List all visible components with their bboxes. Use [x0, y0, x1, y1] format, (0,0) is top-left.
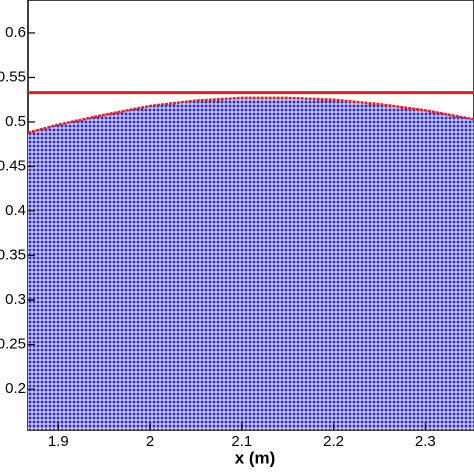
x-axis-title: x (m)	[235, 448, 276, 467]
x-tick-label: 2.2	[323, 433, 344, 450]
y-tick-label: 0.4	[5, 202, 26, 219]
y-tick-label: 0.35	[0, 246, 26, 263]
y-tick-label: 0.2	[5, 380, 26, 397]
y-tick-label: 0.5	[5, 113, 26, 130]
y-tick-label: 0.45	[0, 157, 26, 174]
y-tick-label: 0.6	[5, 24, 26, 41]
x-tick-label: 2	[146, 433, 154, 450]
y-tick-label: 0.3	[5, 291, 26, 308]
y-tick-label: 0.55	[0, 68, 26, 85]
x-tick-label: 1.9	[48, 433, 69, 450]
y-tick-label: 0.25	[0, 336, 26, 353]
particle-area	[28, 97, 474, 431]
x-tick-label: 2.1	[231, 433, 252, 450]
free-surface	[27, 96, 474, 134]
x-tick-label: 2.3	[415, 433, 436, 450]
